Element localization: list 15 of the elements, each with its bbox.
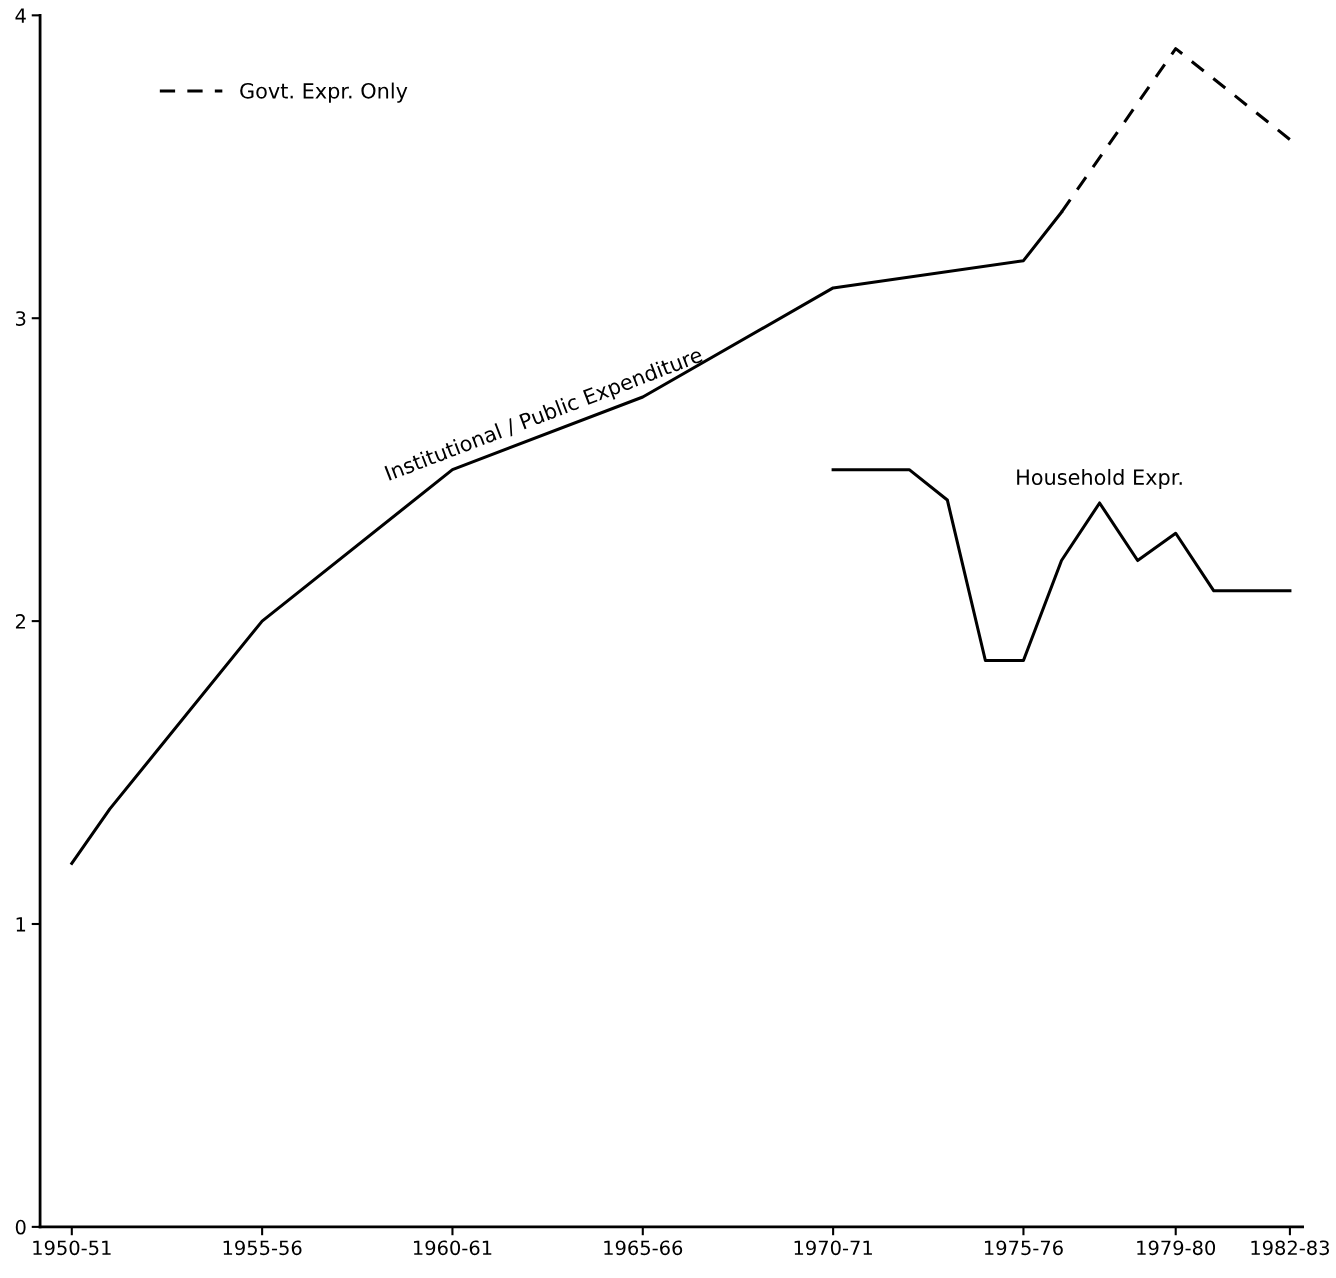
x-tick-label: 1950-51: [33, 1240, 111, 1256]
y-tick-label: 1: [16, 917, 26, 932]
x-tick-label: 1970-71: [794, 1240, 872, 1256]
y-tick-label: 4: [15, 8, 26, 23]
y-tick-label: 0: [15, 1219, 26, 1235]
x-tick-label: 1982-83: [1251, 1240, 1329, 1256]
x-tick-label: 1955-56: [223, 1240, 302, 1256]
y-tick-label: 2: [15, 614, 25, 629]
x-tick-label: 1960-61: [413, 1240, 492, 1256]
x-tick-label: 1979-80: [1137, 1240, 1216, 1256]
legend-label: Govt. Expr. Only: [240, 82, 408, 103]
series-label: Household Expr.: [1017, 468, 1182, 490]
y-tick-label: 3: [16, 311, 26, 326]
x-tick-label: 1975-76: [984, 1240, 1063, 1256]
x-tick-label: 1965-66: [604, 1240, 683, 1256]
